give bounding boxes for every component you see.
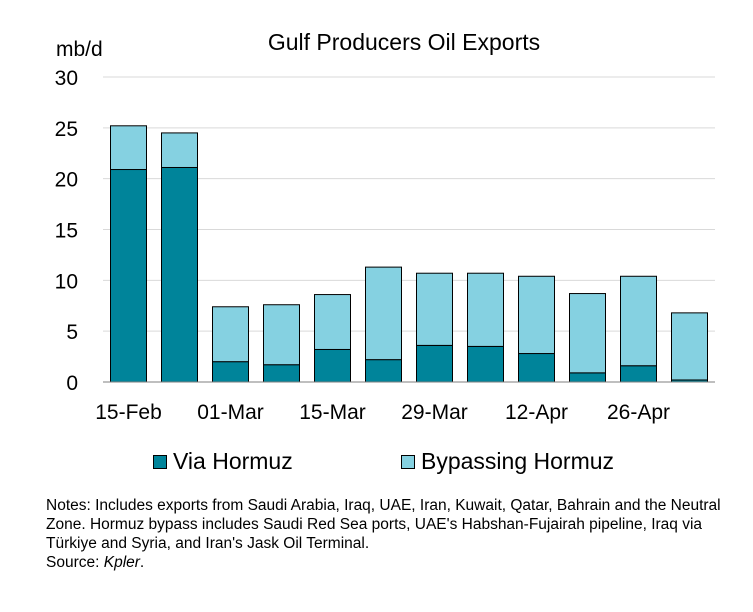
y-tick-label: 30 — [55, 67, 78, 90]
x-tick-labels: 15-Feb 01-Mar 15-Mar 29-Mar 12-Apr 26-Apr — [95, 401, 670, 424]
source-label: Source: — [46, 554, 100, 571]
bar-segment-bypassing-hormuz — [212, 306, 249, 363]
x-tick-label: 26-Apr — [607, 401, 670, 424]
bar-segment-bypassing-hormuz — [569, 293, 606, 374]
legend: Via Hormuz Bypassing Hormuz — [0, 448, 753, 478]
y-tick-label: 5 — [66, 321, 78, 344]
bar-segment-bypassing-hormuz — [314, 294, 351, 350]
bar-segment-via-hormuz — [518, 353, 555, 383]
chart-title: Gulf Producers Oil Exports — [268, 29, 540, 55]
bar-segment-bypassing-hormuz — [518, 275, 555, 355]
legend-swatch-bypassing-hormuz — [401, 454, 415, 469]
bar-segment-bypassing-hormuz — [263, 304, 300, 366]
bar-segment-bypassing-hormuz — [416, 272, 453, 346]
x-tick-label: 15-Mar — [299, 401, 366, 424]
legend-label-via-hormuz: Via Hormuz — [173, 448, 293, 474]
source-name: Kpler — [103, 554, 140, 571]
y-tick-label: 0 — [66, 372, 78, 395]
y-axis-unit-label: mb/d — [56, 38, 103, 61]
chart-notes: Notes: Includes exports from Saudi Arabi… — [46, 497, 721, 571]
bar-segment-via-hormuz — [161, 166, 198, 383]
bar-segment-via-hormuz — [365, 359, 402, 383]
legend-swatch-via-hormuz — [153, 454, 167, 469]
notes-text: Notes: Includes exports from Saudi Arabi… — [46, 497, 721, 552]
x-tick-label: 01-Mar — [197, 401, 264, 424]
bar-segment-via-hormuz — [467, 345, 504, 383]
y-tick-label: 20 — [55, 169, 78, 192]
legend-item-bypassing-hormuz: Bypassing Hormuz — [401, 448, 614, 475]
bar-segment-via-hormuz — [314, 348, 351, 383]
bar-segment-bypassing-hormuz — [365, 266, 402, 361]
bar-segment-bypassing-hormuz — [161, 132, 198, 168]
legend-label-bypassing-hormuz: Bypassing Hormuz — [421, 448, 615, 474]
bar-segment-bypassing-hormuz — [671, 312, 708, 381]
x-tick-label: 12-Apr — [505, 401, 568, 424]
bar-segment-via-hormuz — [263, 364, 300, 383]
bar-segment-bypassing-hormuz — [467, 272, 504, 347]
y-tick-label: 25 — [55, 118, 78, 141]
x-tick-label: 15-Feb — [95, 401, 162, 424]
bar-segment-via-hormuz — [416, 344, 453, 383]
bar-segment-bypassing-hormuz — [110, 125, 147, 171]
y-tick-labels: 0 5 10 15 20 25 30 — [55, 67, 78, 395]
legend-item-via-hormuz: Via Hormuz — [153, 448, 293, 475]
bar-segment-via-hormuz — [212, 361, 249, 383]
bar-segment-via-hormuz — [110, 169, 147, 383]
bars — [110, 125, 708, 383]
chart-area: 0 5 10 15 20 25 30 15-Feb 01-Mar 15-Mar 29-Mar 12-… — [55, 29, 715, 424]
bar-segment-bypassing-hormuz — [620, 275, 657, 367]
gridlines — [103, 76, 715, 332]
y-tick-label: 10 — [55, 270, 78, 293]
stacked-bar-chart: 0 5 10 15 20 25 30 15-Feb 01-Mar 15-Mar 29-Mar 12-… — [55, 29, 715, 424]
bar-segment-via-hormuz — [620, 365, 657, 383]
y-tick-label: 15 — [55, 220, 78, 243]
bar-segment-via-hormuz — [569, 372, 606, 383]
x-tick-label: 29-Mar — [401, 401, 468, 424]
